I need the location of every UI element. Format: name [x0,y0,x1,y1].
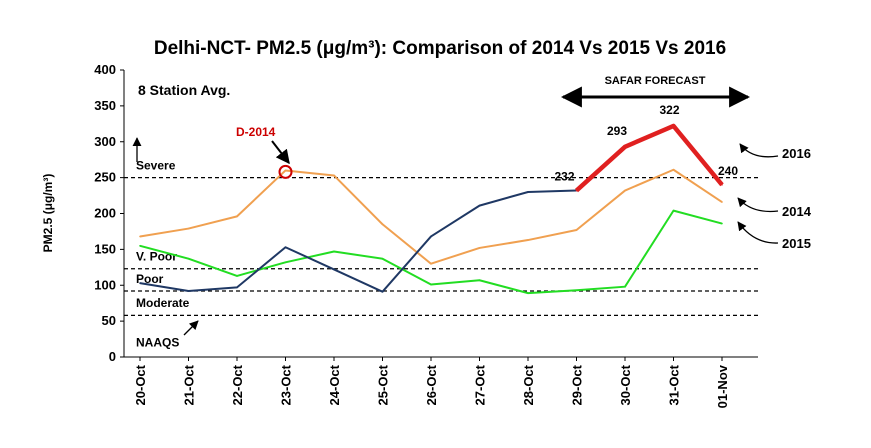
threshold-upper-label: V. Poor [136,250,177,264]
y-axis-label: PM2.5 (μg/m³) [41,174,55,253]
series-point [187,290,190,292]
y-tick-label: 350 [94,98,116,113]
y-tick-label: 200 [94,206,116,221]
series-point [187,227,190,230]
x-tick-label: 01-Nov [715,364,730,408]
series-point [575,189,578,192]
safar-forecast-label: SAFAR FORECAST [605,75,706,87]
y-tick-label: 400 [94,62,116,77]
series-point [333,174,335,177]
y-tick-label: 0 [109,349,116,364]
series-point [478,204,481,207]
series-line [574,123,724,193]
x-tick-label: 22-Oct [230,364,245,405]
x-tick-label: 31-Oct [667,364,682,405]
label-2014-arrow [737,197,779,213]
threshold-upper-label: Poor [136,272,164,286]
x-tick-label: 26-Oct [424,364,439,405]
series-point [284,169,287,172]
threshold-lower-label: NAAQS [136,335,179,349]
series-point [333,268,335,271]
series-line [139,189,577,293]
label-2016-arrow [739,143,779,158]
series-point [721,201,723,203]
data-label: 240 [718,164,738,178]
series-point [139,244,141,247]
series-point [478,279,481,282]
y-tick-label: 150 [94,241,116,256]
d2014-highlight-circle [278,164,293,179]
series-point [284,246,287,249]
threshold-lines: Severe V. Poor Poor Moderate NAAQS [124,159,758,349]
series-point [430,262,432,265]
label-2015-arrow [737,221,779,244]
series-point [672,125,675,127]
series-point [624,145,626,148]
threshold-lower-label: Moderate [136,296,190,310]
x-tick-label: 29-Oct [570,364,585,405]
data-label: 232 [554,170,574,184]
chart-title: Delhi-NCT- PM2.5 (μg/m³): Comparison of … [154,38,726,59]
series-point [236,286,238,289]
x-tick-label: 27-Oct [473,364,488,405]
series-line [139,209,723,295]
y-tick-label: 250 [94,170,116,185]
series-point [478,247,481,249]
x-tick-label: 23-Oct [279,364,294,405]
x-tick-label: 28-Oct [521,364,536,405]
x-tick-label: 30-Oct [618,364,633,405]
series-point [139,235,141,238]
x-tick-label: 24-Oct [327,364,342,405]
series-point [187,257,190,260]
y-tick-label: 300 [94,134,116,149]
data-label: 322 [659,103,679,117]
series-point [624,189,626,192]
series-point [672,168,675,171]
series-point [430,283,432,286]
series-point [624,285,626,288]
series-point [672,209,675,212]
data-labels: 232 293 322 240 [554,103,738,184]
annotations: 8 Station Avg. SAFAR FORECAST D-2014 [132,75,751,336]
series-point [381,257,384,260]
x-tick-labels: 20-Oct 21-Oct 22-Oct 23-Oct 24-Oct 25-Oct 26-O… [133,357,730,408]
naaqs-arrow [183,320,199,336]
series-label-2016: 2016 [782,146,811,161]
series-point [527,191,529,193]
series-point [381,223,384,226]
series-point [721,184,723,186]
x-tick-label: 25-Oct [376,364,391,405]
x-tick-label: 20-Oct [133,364,148,405]
y-tick-label: 50 [102,313,116,328]
series-label-2014: 2014 [782,204,812,219]
series-label-2015: 2015 [782,236,811,251]
x-tick-label: 21-Oct [182,364,197,405]
y-tick-labels: 0 50 100 150 200 250 300 350 400 [94,62,124,364]
series-line [139,168,723,265]
series-point [381,290,384,293]
threshold-upper-label: Severe [136,159,176,173]
series-point [139,282,141,284]
series-point [430,235,432,238]
series-point [721,222,723,225]
series-point [284,261,287,264]
series-point [236,275,238,277]
series-point [527,292,529,294]
series-labels: 2016 2014 2015 [737,143,812,251]
series-point [236,215,238,218]
series-point [527,239,529,241]
station-avg-label: 8 Station Avg. [138,82,230,98]
series-point [575,229,578,231]
series-point [333,250,335,253]
series-lines [139,123,724,295]
d2014-label: D-2014 [236,125,276,139]
series-point [575,289,578,292]
d2014-arrow [271,140,290,165]
y-tick-label: 100 [94,277,116,292]
data-label: 293 [607,124,627,138]
